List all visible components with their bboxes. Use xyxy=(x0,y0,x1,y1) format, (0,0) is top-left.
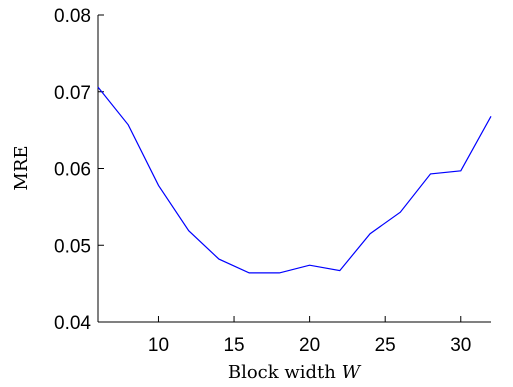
y-tick-label: 0.08 xyxy=(54,6,91,27)
series-layer xyxy=(97,86,492,274)
x-axis-title: Block width W xyxy=(228,362,362,383)
x-tick-label: 10 xyxy=(148,335,169,356)
x-tick-label: 15 xyxy=(223,335,244,356)
x-tick-label: 25 xyxy=(375,335,396,356)
plot-area xyxy=(97,15,491,323)
x-tick-label: 20 xyxy=(299,335,320,356)
x-tick-label: 30 xyxy=(450,335,471,356)
y-tick-label: 0.06 xyxy=(54,160,91,181)
x-axis-ticks: 10 15 20 25 30 xyxy=(148,316,471,356)
y-tick-label: 0.07 xyxy=(54,83,91,104)
y-axis-title: MRE xyxy=(11,145,32,190)
series-line-0 xyxy=(97,86,492,274)
y-tick-label: 0.05 xyxy=(54,236,91,257)
y-axis-ticks: 0.04 0.05 0.06 0.07 0.08 xyxy=(54,6,104,334)
y-tick-label: 0.04 xyxy=(54,313,91,334)
